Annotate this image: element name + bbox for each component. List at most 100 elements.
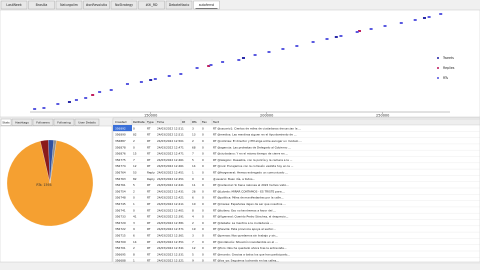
cell[interactable]: RT (147, 126, 151, 130)
cell[interactable]: 1 (182, 227, 184, 231)
cell[interactable]: 24/03/2022 12:45 (157, 177, 182, 181)
cell[interactable]: 6 (192, 196, 194, 200)
side-tab-label[interactable]: Hashtags (15, 121, 29, 125)
cell[interactable]: 10 (192, 202, 196, 206)
cell[interactable]: 356763 (115, 177, 126, 181)
cell[interactable]: 41 (133, 215, 137, 219)
column-header[interactable]: Type (146, 120, 154, 124)
cell[interactable]: RT @redsocial: Si tiene razones el 2022 … (213, 183, 289, 187)
cell[interactable]: 24/03/2022 12:35 (157, 240, 182, 244)
cell[interactable]: 1 (182, 233, 184, 237)
cell[interactable]: 0 (202, 164, 204, 168)
tab-label[interactable]: DebateNacio (169, 3, 190, 7)
cell[interactable]: 24/03/2022 12:47 (157, 152, 182, 156)
cell[interactable]: 356741 (115, 208, 126, 212)
cell[interactable]: 356715 (115, 233, 126, 237)
cell[interactable]: 356709 (115, 240, 126, 244)
cell[interactable]: @usuario: Buen día, a todos... (213, 177, 255, 181)
cell[interactable]: RT @foro: Nos ha quedado ahora tras la e… (213, 246, 287, 250)
cell[interactable]: 0 (202, 208, 204, 212)
cell[interactable]: RT @medios: Las mentiras siguen en el Ay… (213, 133, 297, 137)
column-header[interactable]: Rt (182, 120, 186, 124)
cell[interactable]: 356878 (115, 145, 126, 149)
cell[interactable]: RT (147, 240, 151, 244)
cell[interactable]: 356764 (115, 170, 126, 174)
cell[interactable]: 0 (202, 215, 204, 219)
cell[interactable]: 24/03/2022 12:51 (157, 126, 182, 130)
cell[interactable]: RT (147, 208, 151, 212)
cell[interactable]: 0 (202, 183, 204, 187)
cell[interactable]: 356892 (115, 126, 126, 130)
side-tab[interactable] (74, 118, 100, 126)
cell[interactable]: 24/03/2022 12:46 (157, 158, 182, 162)
cell[interactable]: 68 (192, 145, 196, 149)
cell[interactable]: 0 (202, 252, 204, 256)
cell[interactable]: 356745 (115, 202, 126, 206)
cell[interactable]: 53 (133, 170, 137, 174)
cell[interactable]: RT @politica: Miles de manifestantes por… (213, 196, 284, 200)
cell[interactable]: 24/03/2022 12:47 (157, 145, 182, 149)
cell[interactable]: 1 (182, 126, 184, 130)
cell[interactable]: 0 (133, 145, 135, 149)
cell[interactable]: RT (147, 246, 151, 250)
cell[interactable]: 8 (192, 208, 194, 212)
tab[interactable] (83, 0, 110, 10)
side-tab-label[interactable]: Stats (2, 121, 10, 125)
cell[interactable]: 1 (182, 196, 184, 200)
cell[interactable]: 5 (192, 252, 194, 256)
cell[interactable]: RT @tuitero: Eso no tendremos a favor de… (213, 208, 276, 212)
tab-label[interactable]: autoferrol (199, 3, 215, 7)
side-tab[interactable] (0, 118, 12, 126)
tab-label[interactable]: #Xi_RD (145, 3, 158, 7)
side-tab[interactable] (11, 118, 33, 126)
cell[interactable]: 1 (133, 259, 135, 263)
cell[interactable]: 19 (192, 227, 196, 231)
cell[interactable]: 356695 (115, 252, 126, 256)
cell[interactable]: 1 (182, 259, 184, 263)
cell[interactable]: 24/03/2022 12:44 (157, 183, 182, 187)
cell[interactable]: 24/03/2022 12:50 (157, 139, 182, 143)
column-header[interactable]: Text (212, 120, 220, 124)
cell[interactable]: 2 (133, 139, 135, 143)
cell[interactable]: RT @Andalucía: Situación insostenible en… (213, 240, 278, 244)
cell[interactable]: RT @Vgeneral: Querido Pedro Sánchez, el … (213, 215, 288, 219)
cell[interactable]: 356688 (115, 259, 126, 263)
cell[interactable]: 24/03/2022 12:42 (157, 196, 182, 200)
cell[interactable]: 356748 (115, 196, 126, 200)
cell[interactable]: 1 (182, 252, 184, 256)
cell[interactable]: 14 (133, 240, 137, 244)
cell[interactable]: 0 (202, 139, 204, 143)
cell[interactable]: 1 (182, 202, 184, 206)
cell[interactable]: 4 (192, 215, 194, 219)
cell[interactable]: 0 (202, 246, 204, 250)
cell[interactable]: 3 (133, 221, 135, 225)
cell[interactable]: 0 (133, 126, 135, 130)
cell[interactable]: RT (147, 233, 151, 237)
cell[interactable]: 2 (192, 221, 194, 225)
cell[interactable]: 5 (192, 158, 194, 162)
cell[interactable]: 0 (202, 227, 204, 231)
tab[interactable] (0, 0, 28, 10)
cell[interactable]: 356761 (115, 183, 126, 187)
cell[interactable]: 2 (133, 189, 135, 193)
cell[interactable]: RT @lalegion: Desastre, con la policía y… (213, 158, 293, 162)
cell[interactable]: 12 (133, 164, 137, 168)
side-tab[interactable] (32, 118, 54, 126)
tab-label[interactable]: NoStrategy (115, 3, 133, 7)
cell[interactable]: RT (147, 139, 151, 143)
cell[interactable]: 24/03/2022 12:46 (157, 164, 182, 168)
cell[interactable]: 0 (202, 189, 204, 193)
cell[interactable]: 7 (133, 158, 135, 162)
tab-label[interactable]: #onRevolutio (86, 3, 108, 7)
cell[interactable]: 0 (202, 152, 204, 156)
cell[interactable]: RT @Lobeto: MIRAR CONTAMOS - ES TRISTE p… (213, 189, 285, 193)
cell[interactable]: 24/03/2022 12:51 (157, 133, 182, 137)
cell[interactable]: RT @mundo: Gracias a todos los que han p… (213, 252, 290, 256)
cell[interactable]: 24/03/2022 12:41 (157, 202, 182, 206)
cell[interactable]: RT (147, 259, 151, 263)
cell[interactable]: 0 (202, 233, 204, 237)
cell[interactable]: 1 (182, 208, 184, 212)
cell[interactable]: 15 (133, 152, 137, 156)
cell[interactable]: 0 (202, 133, 204, 137)
column-header[interactable]: Created (115, 120, 127, 124)
